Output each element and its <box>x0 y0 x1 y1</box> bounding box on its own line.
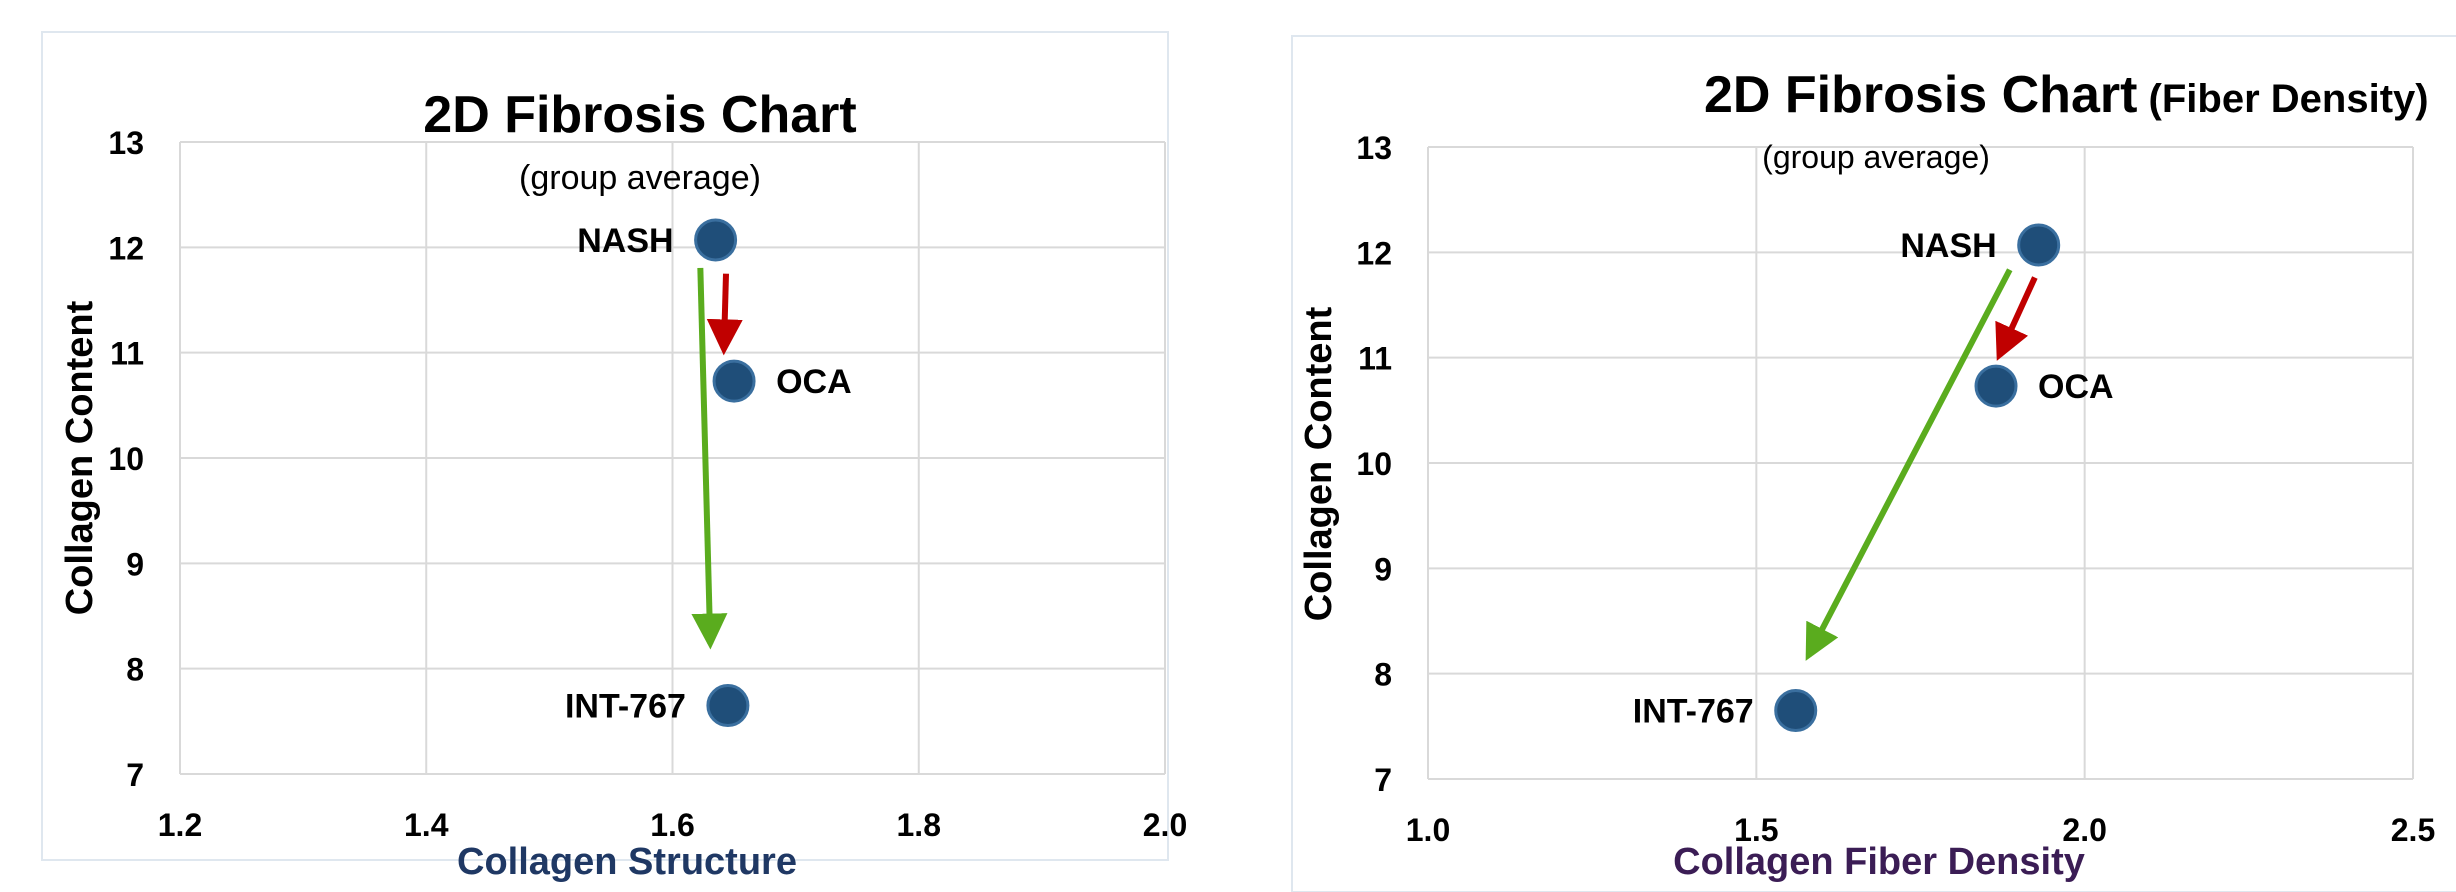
arrow-nash-to-int-767 <box>691 267 728 650</box>
data-point-oca <box>712 359 756 403</box>
data-point-oca <box>1974 364 2018 408</box>
x-tick-label: 1.8 <box>897 807 941 843</box>
data-label-int-767: INT-767 <box>1633 693 1754 731</box>
chart-title-main: 2D Fibrosis Chart <box>423 86 856 144</box>
x-tick-label: 1.6 <box>650 807 694 843</box>
y-tick-label: 12 <box>1356 235 1392 271</box>
chart-svg: 7 8 9 10 11 12 13 1.0 1.5 2.0 2.5 2D Fibrosis Chart… <box>1291 35 2456 892</box>
y-tick-label: 11 <box>110 336 144 372</box>
y-tick-label: 12 <box>108 230 144 266</box>
x-axis-label: Collagen Structure <box>457 841 797 883</box>
data-point-int-767 <box>1774 689 1818 733</box>
fibrosis-chart-collagen-structure: 7 8 9 10 11 12 13 1.2 1.4 1.6 1.8 2.0 2D Fibrosis Ch… <box>41 31 1187 883</box>
y-tick-label: 11 <box>1358 341 1392 377</box>
y-tick-label: 10 <box>1356 446 1392 482</box>
y-tick-label: 13 <box>1356 130 1392 166</box>
x-tick-label: 1.2 <box>158 807 202 843</box>
x-tick-label: 2.0 <box>2062 812 2106 848</box>
arrow-nash-to-oca <box>706 273 743 356</box>
data-label-int-767: INT-767 <box>565 688 686 726</box>
y-tick-label: 10 <box>108 441 144 477</box>
data-point-int-767 <box>706 684 750 728</box>
x-tick-label: 2.0 <box>1143 807 1187 843</box>
x-tick-label: 2.5 <box>2391 812 2435 848</box>
x-tick-label: 1.4 <box>404 807 449 843</box>
y-tick-label: 7 <box>1374 762 1392 798</box>
y-tick-label: 7 <box>126 757 144 793</box>
chart-frame <box>1291 35 2456 892</box>
y-tick-label: 9 <box>1374 551 1392 587</box>
chart-svg: 7 8 9 10 11 12 13 1.2 1.4 1.6 1.8 2.0 2D Fibrosis Ch… <box>41 31 1187 883</box>
chart-frame <box>41 31 1169 861</box>
y-tick-label: 8 <box>126 652 144 688</box>
data-point-nash <box>694 218 738 262</box>
y-tick-label: 8 <box>1374 657 1392 693</box>
data-label-nash: NASH <box>577 222 673 260</box>
y-tick-label: 9 <box>126 546 144 582</box>
y-axis-label: Collagen Content <box>59 300 101 615</box>
data-label-oca: OCA <box>2038 368 2114 406</box>
data-point-nash <box>2017 223 2061 267</box>
chart-subtitle: (group average) <box>1762 139 1990 175</box>
arrow-nash-to-oca <box>1995 276 2038 361</box>
y-axis-label: Collagen Content <box>1298 306 1340 621</box>
chart-title: 2D Fibrosis Chart <box>423 86 856 144</box>
data-label-oca: OCA <box>776 363 852 401</box>
chart-title-suffix: (Fiber Density) <box>2137 77 2428 121</box>
chart-subtitle: (group average) <box>519 159 761 197</box>
arrow-nash-to-int-767 <box>1805 268 2013 661</box>
data-label-nash: NASH <box>1900 227 1996 265</box>
chart-title-main: 2D Fibrosis Chart <box>1704 66 2137 124</box>
y-tick-label: 13 <box>108 125 144 161</box>
x-tick-label: 1.5 <box>1734 812 1778 848</box>
fibrosis-chart-fiber-density: 7 8 9 10 11 12 13 1.0 1.5 2.0 2.5 2D Fibrosis Chart… <box>1228 0 2456 892</box>
x-tick-label: 1.0 <box>1406 812 1450 848</box>
chart-title: 2D Fibrosis Chart (Fiber Density) <box>1704 66 2429 124</box>
x-axis-label: Collagen Fiber Density <box>1673 841 2085 883</box>
